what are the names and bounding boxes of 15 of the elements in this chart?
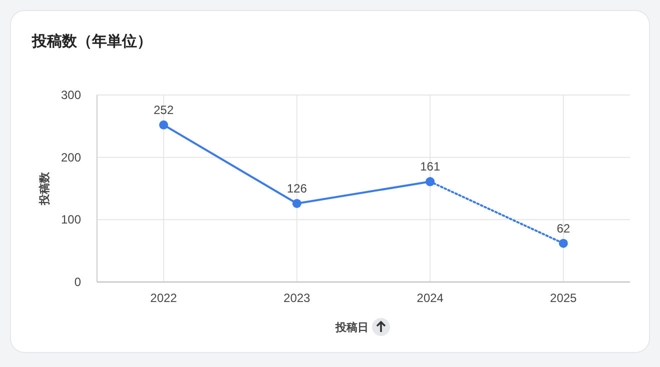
y-tick-label: 200 <box>60 150 82 164</box>
data-label: 252 <box>154 102 174 117</box>
x-tick-label: 2022 <box>150 291 178 305</box>
data-label: 62 <box>556 221 570 236</box>
data-label: 161 <box>420 160 440 174</box>
x-axis-title: 投稿日 <box>334 321 368 334</box>
x-tick-label: 2024 <box>416 291 444 305</box>
chart-title: 投稿数（年単位） <box>31 33 152 50</box>
y-tick-label: 300 <box>60 88 82 102</box>
y-tick-label: 100 <box>60 212 82 227</box>
x-tick-label: 2023 <box>284 291 311 305</box>
x-tick-label: 2025 <box>550 291 578 305</box>
y-axis-title: 投稿数 <box>38 171 51 206</box>
data-label: 126 <box>286 181 308 196</box>
y-tick-label: 0 <box>74 275 82 289</box>
